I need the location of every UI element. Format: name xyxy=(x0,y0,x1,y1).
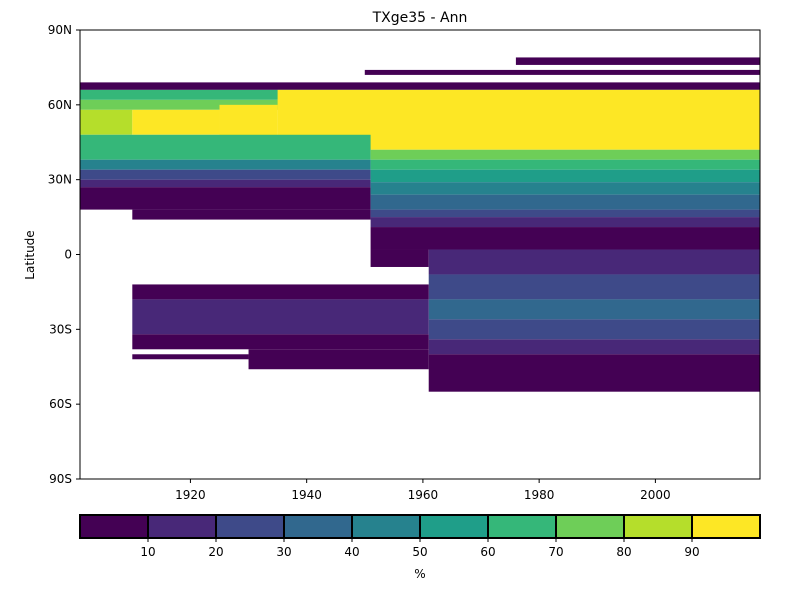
colorbar-tick-label: 50 xyxy=(412,545,427,559)
heatmap-cell xyxy=(370,159,760,170)
colorbar-label: % xyxy=(414,567,425,581)
heatmap-cell xyxy=(370,149,760,160)
heatmap-cell xyxy=(370,209,760,218)
heatmap-cell xyxy=(132,109,220,135)
heatmap-cell xyxy=(80,82,760,90)
heatmap-cell xyxy=(370,217,760,228)
heatmap-cell xyxy=(428,319,760,340)
x-tick-label: 2000 xyxy=(640,488,671,502)
heatmap-cell xyxy=(428,354,760,392)
heatmap-cell xyxy=(364,69,760,75)
heatmap-cell xyxy=(132,299,429,335)
y-tick-label: 30N xyxy=(48,173,72,187)
colorbar-bin xyxy=(351,514,421,539)
x-tick-label: 1940 xyxy=(291,488,322,502)
y-tick-label: 60S xyxy=(49,397,72,411)
colorbar-bin xyxy=(215,514,285,539)
colorbar-tick-label: 40 xyxy=(344,545,359,559)
y-tick-label: 60N xyxy=(48,98,72,112)
colorbar-bin xyxy=(623,514,693,539)
heatmap-cell xyxy=(248,349,429,370)
heatmap-cell xyxy=(428,339,760,355)
y-tick-label: 90N xyxy=(48,23,72,37)
colorbar-bin xyxy=(283,514,353,539)
heatmap-cell xyxy=(80,187,371,210)
heatmap-cells xyxy=(80,57,760,392)
chart-title: TXge35 - Ann xyxy=(372,10,468,26)
colorbar-tick-label: 80 xyxy=(616,545,631,559)
colorbar-tick-label: 30 xyxy=(276,545,291,559)
colorbar-bin xyxy=(419,514,489,539)
colorbar-tick-label: 20 xyxy=(208,545,223,559)
colorbar-bin xyxy=(79,514,149,539)
heatmap-cell xyxy=(428,249,760,275)
heatmap-cell xyxy=(80,159,371,170)
y-tick-label: 30S xyxy=(49,322,72,336)
heatmap-cell xyxy=(80,179,371,188)
y-tick-label: 0 xyxy=(64,248,72,262)
heatmap-cell xyxy=(370,227,760,250)
colorbar-tick-label: 60 xyxy=(480,545,495,559)
colorbar-tick-label: 90 xyxy=(684,545,699,559)
colorbar-tick-label: 10 xyxy=(140,545,155,559)
heatmap-cell xyxy=(80,109,133,135)
heatmap-cell xyxy=(132,334,429,350)
colorbar-bin xyxy=(487,514,557,539)
x-tick-label: 1920 xyxy=(175,488,206,502)
heatmap-cell xyxy=(370,194,760,210)
colorbar-tick-label: 70 xyxy=(548,545,563,559)
colorbar-bin xyxy=(147,514,217,539)
colorbar-bin xyxy=(691,514,761,539)
heatmap-cell xyxy=(132,354,249,360)
heatmap-cell xyxy=(80,169,371,180)
heatmap-cell xyxy=(370,169,760,183)
x-tick-label: 1960 xyxy=(408,488,439,502)
heatmap-cell xyxy=(132,209,371,220)
y-tick-label: 90S xyxy=(49,472,72,486)
heatmap-cell xyxy=(515,57,760,65)
heatmap-cell xyxy=(428,274,760,300)
x-tick-label: 1980 xyxy=(524,488,555,502)
heatmap-cell xyxy=(370,182,760,195)
heatmap-cell xyxy=(80,134,371,160)
colorbar-bin xyxy=(555,514,625,539)
heatmap-cell xyxy=(370,249,429,267)
heatmap-cell xyxy=(428,299,760,320)
y-axis-label: Latitude xyxy=(23,230,37,279)
heatmap-cell xyxy=(132,284,429,300)
